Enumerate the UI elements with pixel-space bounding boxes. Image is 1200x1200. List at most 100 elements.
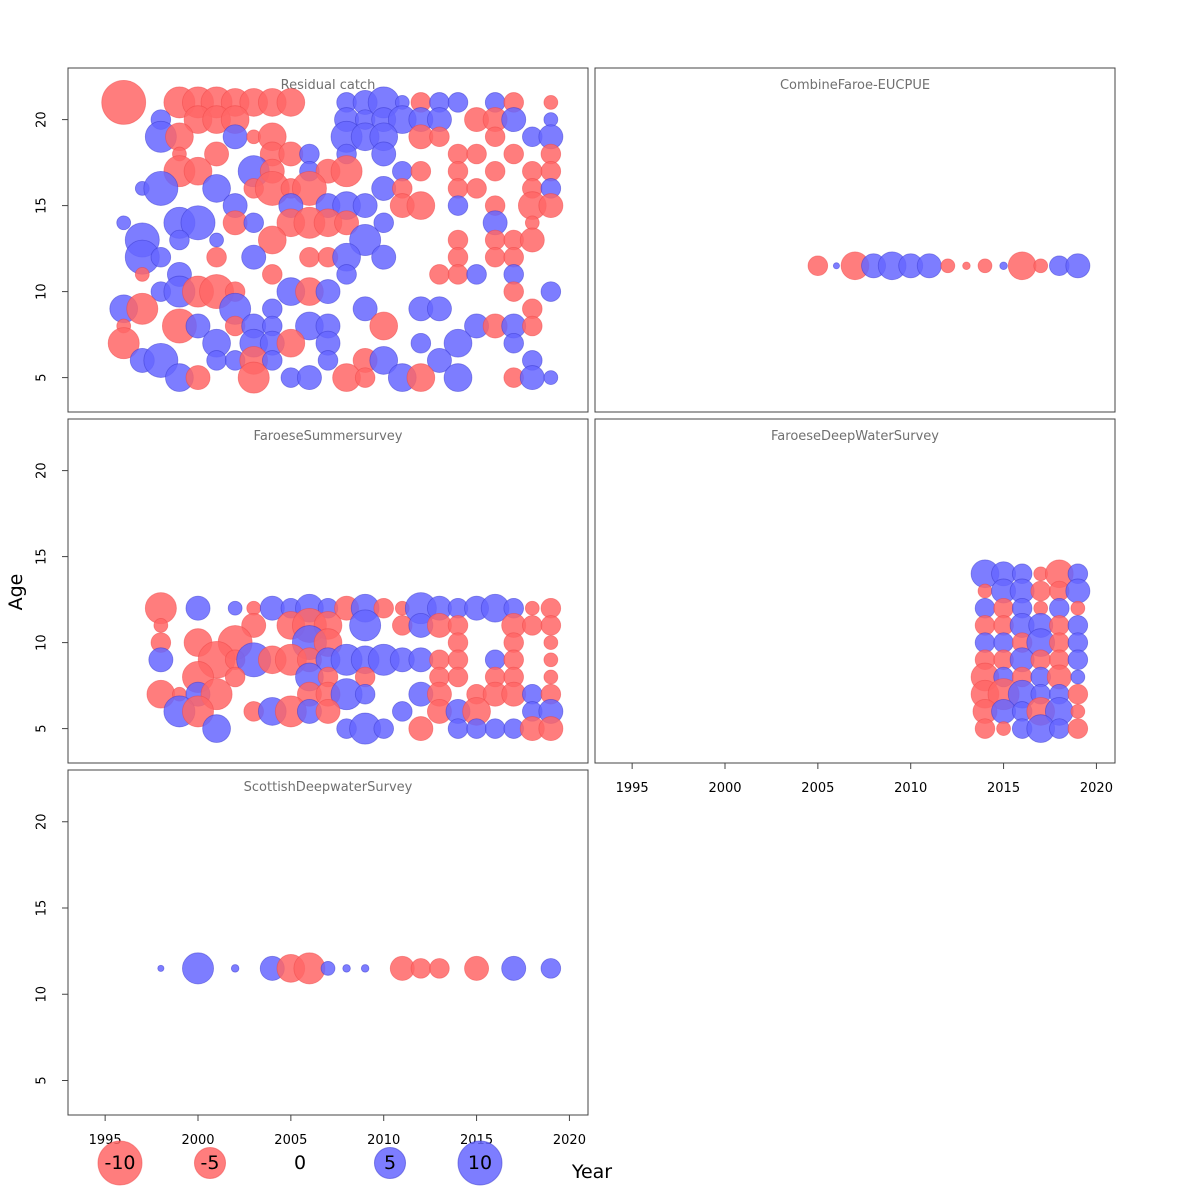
- bubble-point: [993, 632, 1014, 653]
- x-tick-label: 2020: [553, 1133, 586, 1148]
- bubble-point: [999, 261, 1008, 271]
- bubble-point: [406, 363, 436, 392]
- bubble-point: [392, 701, 413, 722]
- y-tick-label: 20: [35, 813, 50, 830]
- bubble-point: [206, 246, 227, 268]
- bubble-point: [993, 597, 1014, 619]
- bubble-point: [540, 143, 562, 165]
- bubble-point: [447, 160, 469, 182]
- panel-frame: [67, 67, 589, 413]
- bubble-point: [202, 714, 231, 743]
- bubble-point: [1070, 669, 1086, 685]
- bubble-point: [519, 365, 545, 391]
- bubble-point: [522, 683, 543, 705]
- bubble-point: [466, 264, 487, 285]
- bubble-point: [230, 964, 240, 973]
- bubble-point: [107, 327, 140, 360]
- bubble-point: [410, 160, 432, 182]
- panel-title: FaroeseDeepWaterSurvey: [771, 429, 939, 444]
- bubble-point: [408, 716, 434, 742]
- legend-bubble: [97, 1140, 143, 1186]
- bubble-point: [503, 246, 524, 268]
- bubble-point: [447, 718, 469, 739]
- bubble-point: [185, 313, 211, 339]
- bubble-point: [241, 244, 267, 270]
- bubble-point: [206, 350, 227, 371]
- panel-title: Residual catch: [281, 78, 376, 93]
- legend-label: 0: [294, 1152, 306, 1174]
- bubble-point: [410, 332, 432, 354]
- bubble-point: [447, 632, 469, 653]
- bubble-point: [429, 126, 450, 148]
- bubble-point: [354, 367, 376, 388]
- legend-bubble: [373, 1146, 407, 1180]
- bubble-point: [1067, 683, 1089, 705]
- bubble-point: [296, 365, 322, 391]
- bubble-point: [429, 649, 450, 671]
- y-tick-label: 10: [35, 986, 50, 1003]
- bubble-point: [1065, 253, 1091, 279]
- panel-title: FaroeseSummersurvey: [254, 429, 403, 444]
- bubble-point: [466, 718, 487, 739]
- bubble-point: [1033, 258, 1049, 274]
- bubble-point: [392, 160, 413, 182]
- bubble-point: [540, 281, 562, 302]
- panel-title: CombineFaroe-EUCPUE: [780, 78, 930, 93]
- bubble-point: [352, 296, 378, 322]
- y-tick-label: 5: [35, 1076, 50, 1084]
- bubble-point: [373, 597, 394, 619]
- bubble-point: [352, 193, 378, 219]
- x-tick-label: 2015: [987, 781, 1020, 796]
- panel: CombineFaroe-EUCPUE: [594, 67, 1116, 413]
- bubble-point: [1070, 600, 1086, 616]
- bubble-point: [134, 267, 150, 282]
- bubble-point: [519, 227, 545, 253]
- bubble-point: [466, 178, 487, 199]
- bubble-point: [182, 695, 214, 728]
- bubble-point: [1049, 718, 1070, 739]
- bubble-point: [180, 205, 216, 241]
- legend-label: 5: [384, 1152, 396, 1174]
- bubble-point: [169, 229, 190, 251]
- bubble-point: [447, 615, 469, 636]
- bubble-point: [1049, 615, 1070, 636]
- bubble-point: [317, 350, 339, 371]
- y-tick-label: 10: [35, 283, 50, 300]
- bubble-point: [369, 311, 399, 341]
- bubble-point: [373, 718, 394, 739]
- bubble-point: [974, 615, 996, 636]
- x-axis-title: Year: [571, 1161, 612, 1183]
- panel-title: ScottishDeepwaterSurvey: [244, 780, 413, 795]
- x-tick-label: 2000: [708, 781, 741, 796]
- bubble-point: [342, 964, 351, 973]
- bubble-point: [540, 615, 562, 636]
- bubble-point: [484, 126, 506, 148]
- legend: -10 -5 0 5 10: [97, 1140, 503, 1186]
- bubble-point: [209, 232, 224, 248]
- bubble-point: [222, 124, 248, 150]
- bubble-point: [262, 298, 283, 320]
- bubble-point: [204, 141, 230, 167]
- bubble-point: [447, 229, 469, 251]
- bubble-point: [832, 262, 840, 270]
- y-tick-label: 15: [35, 197, 50, 214]
- bubble-point: [1030, 580, 1051, 602]
- bubble-point: [466, 143, 487, 165]
- bubble-point: [299, 246, 320, 268]
- bubble-point: [501, 107, 527, 133]
- bubble-point: [522, 160, 543, 182]
- bubble-point: [540, 958, 562, 979]
- bubble-point: [1030, 649, 1051, 671]
- panel: FaroeseDeepWaterSurvey 1995 2000 2005 2010 20…: [594, 418, 1116, 796]
- bubble-point: [464, 955, 490, 981]
- bubble-point: [406, 191, 436, 220]
- x-tick-label: 2005: [274, 1133, 307, 1148]
- bubble-point: [1007, 251, 1037, 281]
- y-tick-label: 5: [35, 373, 50, 381]
- bubble-point: [538, 193, 564, 219]
- bubble-point: [349, 609, 382, 642]
- y-axis-title: Age: [5, 574, 27, 611]
- bubble-point: [447, 92, 469, 113]
- bubble-point: [1067, 615, 1089, 636]
